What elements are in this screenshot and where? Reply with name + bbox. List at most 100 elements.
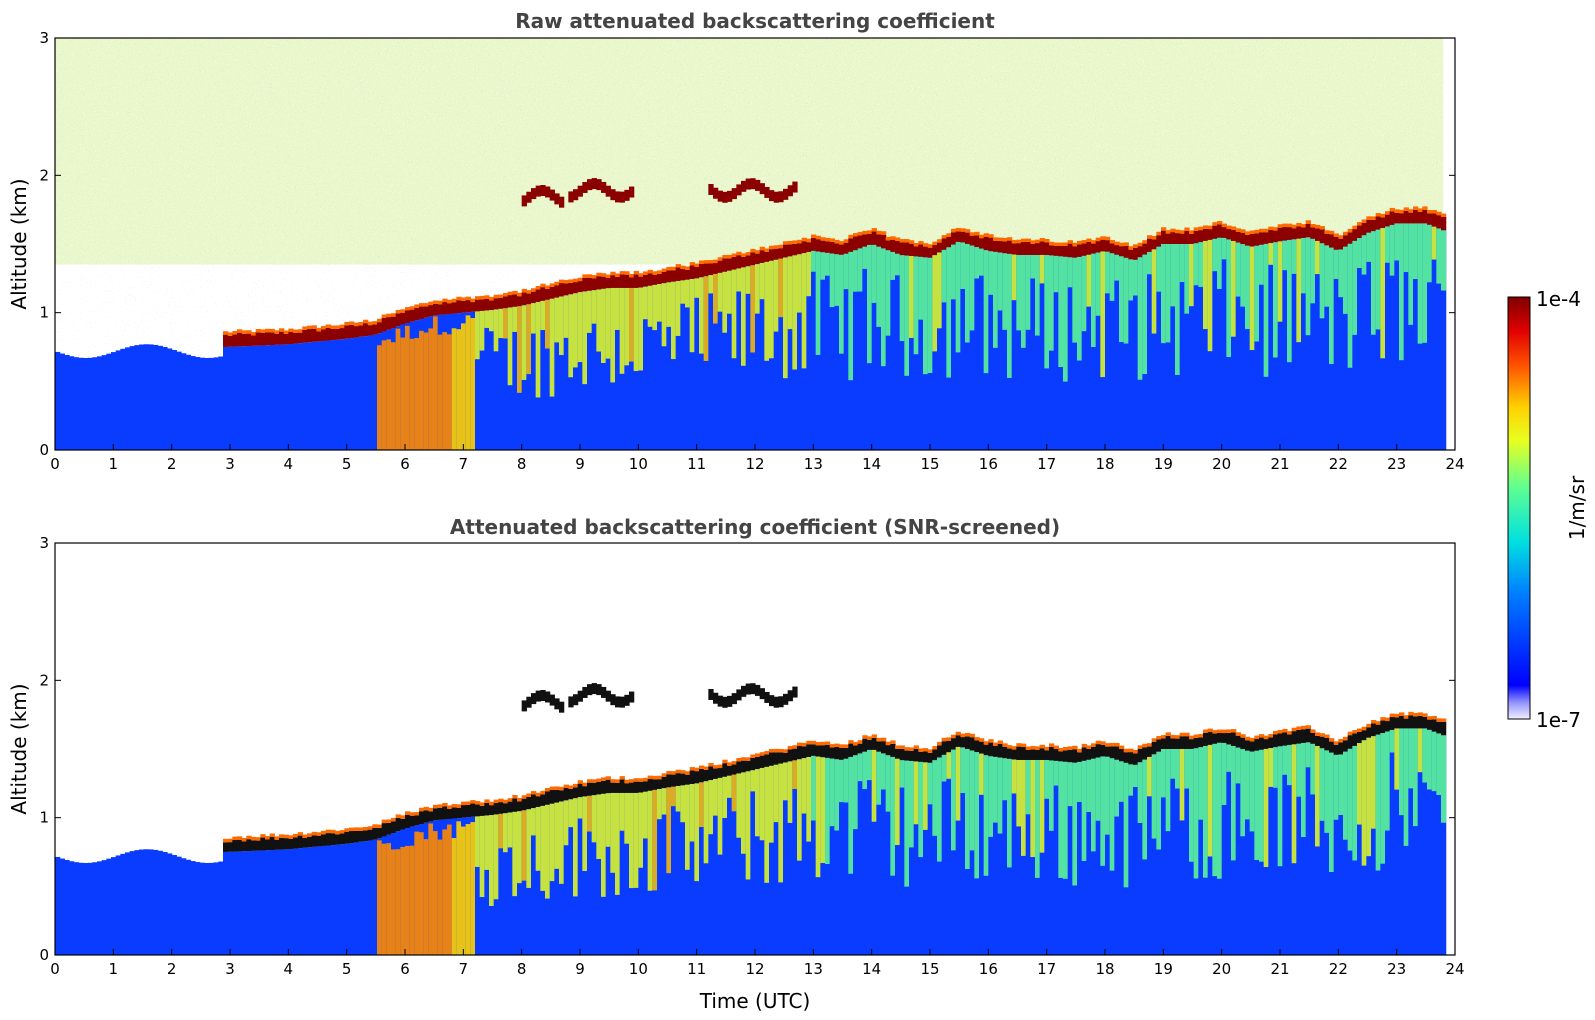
cloud-edge [778,748,784,753]
x-tick-label: 18 [1095,960,1114,978]
cloud-edge [1389,207,1395,212]
cloud-layer [521,292,527,306]
cloud-layer [1002,746,1008,759]
x-tick-label: 11 [687,455,706,473]
cloud-edge [629,779,635,783]
mixed-layer-streak [610,792,616,873]
boundary-layer-column [283,344,289,450]
mixed-layer-streak [1030,759,1036,858]
boundary-layer-column [353,337,359,450]
elevated-cloud [568,696,574,708]
boundary-layer-column [1375,229,1381,450]
cloud-edge [288,328,294,333]
cloud-layer [1053,245,1059,256]
cloud-layer [675,267,681,281]
cloud-edge [983,233,989,237]
cloud-edge [1025,238,1031,242]
cloud-layer [703,263,709,277]
mixed-layer-streak [1319,243,1325,319]
cloud-layer [1427,213,1433,225]
panel2-ylabel: Altitude (km) [7,683,31,814]
mixed-layer-streak [1268,748,1274,787]
cloud-edge [1235,732,1241,736]
mixed-layer-streak [755,264,761,314]
cloud-layer [1095,744,1101,758]
boundary-layer-column [1035,254,1041,450]
cloud-edge [386,819,392,823]
mixed-layer-streak [979,248,985,276]
cloud-edge [624,271,630,275]
cloud-layer [750,757,756,771]
cloud-edge [769,245,775,250]
cloud-edge [372,824,378,828]
cloud-layer [1035,243,1041,255]
mixed-layer-streak [825,757,831,865]
cloud-edge [1333,233,1339,237]
boundary-layer-column [148,344,154,450]
colorbar-unit-label: 1/m/sr [1565,475,1589,540]
cloud-edge [881,737,887,742]
cloud-edge [489,296,495,301]
elevated-cloud [554,193,560,205]
cloud-layer [367,325,373,336]
cloud-edge [661,268,667,272]
elevated-cloud [731,693,737,705]
cloud-edge [535,285,541,290]
cloud-layer [694,771,700,784]
boundary-layer-column [643,286,649,450]
cloud-layer [470,302,476,312]
cloud-layer [778,248,784,259]
elevated-cloud [577,185,583,197]
boundary-layer-column [1343,751,1349,955]
mixed-layer-streak [703,276,709,361]
cloud-edge [1413,712,1419,717]
cloud-layer [587,782,593,796]
boundary-layer-column [862,246,868,450]
boundary-layer-column [69,861,75,955]
cloud-edge [969,232,975,236]
elevated-cloud [526,191,532,203]
mixed-layer-streak [1142,759,1148,860]
cloud-edge [1245,736,1251,741]
cloud-edge [1287,731,1293,735]
cloud-layer [680,773,686,786]
cloud-layer [1142,243,1148,255]
mixed-layer-streak [955,241,961,353]
cloud-edge [1301,725,1307,730]
cloud-edge [1025,746,1031,750]
cloud-layer [279,331,285,345]
mixed-layer-streak [489,310,495,332]
mixed-layer-streak [1198,747,1204,820]
boundary-layer-column [680,280,686,450]
mixed-layer-streak [587,290,593,333]
boundary-layer-column [204,862,210,955]
cloud-layer [619,274,625,288]
cloud-edge [997,237,1003,242]
x-tick-label: 0 [50,960,60,978]
mixed-layer-streak [1063,761,1069,879]
cloud-edge [1151,738,1157,742]
mixed-layer-streak [867,244,873,364]
mixed-layer-streak [503,308,509,339]
cloud-layer [857,743,863,754]
boundary-layer-column [1072,257,1078,450]
boundary-layer-column [1021,759,1027,955]
cloud-layer [1128,752,1134,765]
mixed-layer-streak [1221,237,1227,260]
cloud-layer [1128,249,1134,260]
cloud-edge [839,241,845,245]
x-tick-label: 9 [575,960,585,978]
cloud-layer [974,740,980,753]
mixed-layer-streak [811,250,817,272]
cloud-edge [475,296,481,300]
cloud-layer [997,743,1003,758]
cloud-layer [1077,244,1083,257]
mixed-layer-streak [857,248,863,292]
cloud-layer [1212,733,1218,744]
boundary-layer-column [857,753,863,955]
cloud-layer [1189,739,1195,749]
mixed-layer-streak [1301,237,1307,294]
mixed-layer-streak [1231,240,1237,337]
boundary-layer-column [736,268,742,450]
mixed-layer-streak [946,752,952,779]
